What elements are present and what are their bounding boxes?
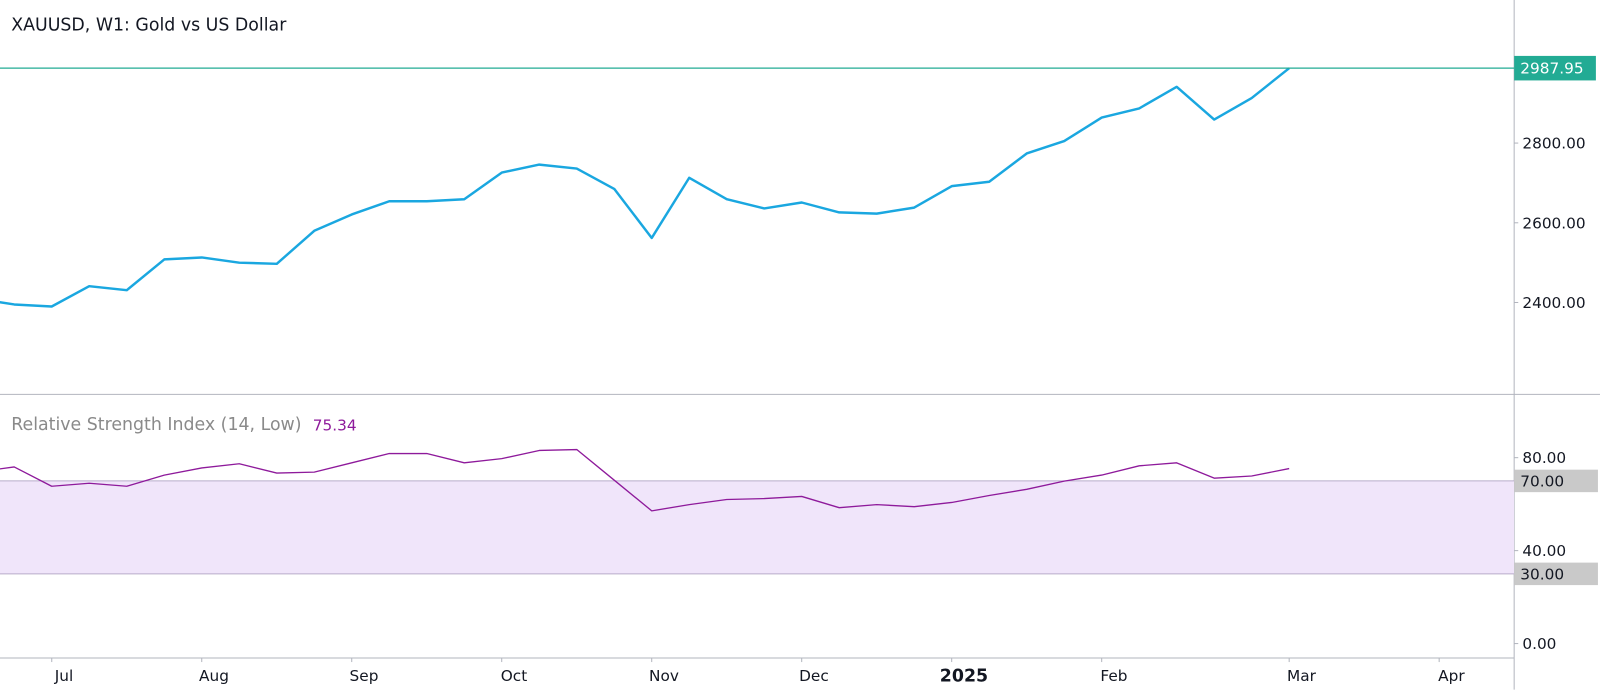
x-tick-label: Apr [1438,667,1465,685]
y-tick-label: 80.00 [1522,449,1566,467]
band-tag [1514,469,1598,493]
y-tick-label: 2400.00 [1522,294,1585,312]
pane-title: XAUUSD, W1: Gold vs US Dollar [11,16,287,36]
x-tick-label: Dec [799,667,829,685]
indicator-value: 75.34 [313,417,357,435]
y-tick-label: 2800.00 [1522,135,1585,153]
band-label: 30.00 [1520,565,1564,583]
last-value-tag [1514,55,1596,81]
band-fill [0,480,1515,574]
last-value-label: 2987.95 [1520,60,1583,78]
y-tick-label: 0.00 [1522,635,1556,653]
pane-title: Relative Strength Index (14, Low) [11,415,301,435]
x-tick-label: Nov [649,667,679,685]
x-tick-label: 2025 [940,666,988,686]
series-line [0,448,1290,512]
band-label: 70.00 [1520,472,1564,490]
band-tag [1514,562,1598,586]
x-tick-label: Sep [350,667,379,685]
x-tick-label: Aug [199,667,229,685]
x-tick-label: Feb [1100,667,1127,685]
series-line [0,67,1290,308]
pane [0,448,1515,575]
x-tick-label: Oct [501,667,527,685]
y-tick-label: 40.00 [1522,542,1566,560]
x-tick-label: Mar [1287,667,1317,685]
pane [0,67,1290,308]
x-tick-label: Jul [54,667,73,685]
y-tick-label: 2600.00 [1522,214,1585,232]
